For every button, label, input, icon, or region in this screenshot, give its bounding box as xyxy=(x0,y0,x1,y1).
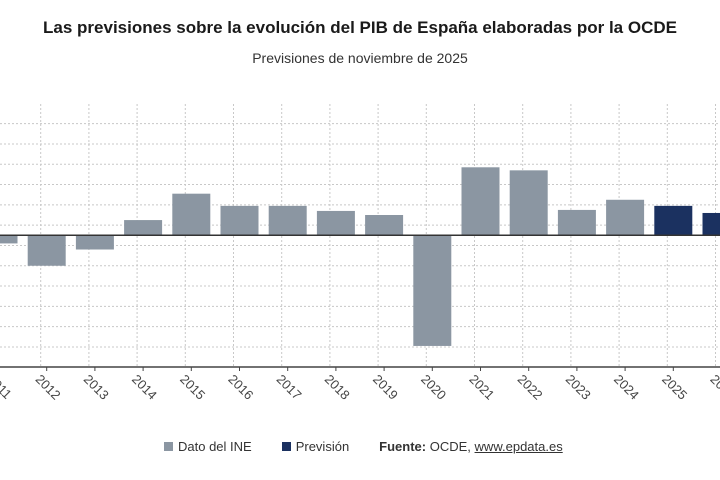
x-tick-label: 2014 xyxy=(129,372,160,403)
legend-label-forecast: Previsión xyxy=(295,439,350,454)
x-tick-label: 2012 xyxy=(33,372,64,403)
source-label: Fuente: xyxy=(379,439,427,454)
bar-2025 xyxy=(654,205,693,236)
x-tick-label: 2020 xyxy=(418,372,449,403)
x-tick-label: 2024 xyxy=(611,372,642,403)
legend: Dato del INE Previsión Fuente: OCDE, www… xyxy=(164,439,563,454)
bar-2020 xyxy=(413,235,452,346)
bar-2026 xyxy=(702,212,720,236)
bar-2014 xyxy=(124,220,163,236)
legend-swatch-forecast xyxy=(281,442,291,451)
x-tick-label: 2026 xyxy=(707,372,720,403)
x-tick-label: 2015 xyxy=(177,372,208,403)
bar-2013 xyxy=(75,235,114,250)
bar-2015 xyxy=(172,193,211,236)
legend-swatch-ine xyxy=(164,442,173,451)
x-tick-label: 2018 xyxy=(322,372,353,403)
source-link[interactable]: www.epdata.es xyxy=(474,439,563,454)
source-text: OCDE, xyxy=(429,439,471,454)
x-tick-label: 2025 xyxy=(659,372,690,403)
x-tick-label: 2019 xyxy=(370,372,401,403)
bar-2018 xyxy=(316,210,355,236)
bar-2019 xyxy=(365,215,404,236)
x-tick-label: 2013 xyxy=(81,372,112,403)
x-tick-label: 2016 xyxy=(225,372,256,403)
chart-subtitle: Previsiones de noviembre de 2025 xyxy=(252,50,468,66)
bar-2011 xyxy=(0,235,18,244)
bar-2016 xyxy=(220,205,259,236)
bar-2023 xyxy=(557,209,596,236)
x-tick-label: 2021 xyxy=(466,372,497,403)
x-tick-label: 2017 xyxy=(274,372,305,403)
legend-item-ine: Dato del INE xyxy=(164,439,252,454)
bar-2017 xyxy=(268,205,307,236)
x-tick-label: 2011 xyxy=(0,372,15,402)
chart-title: Las previsiones sobre la evolución del P… xyxy=(43,18,677,37)
x-tick-label: 2022 xyxy=(515,372,546,403)
x-tick-label: 2023 xyxy=(563,372,594,403)
source-note: Fuente: OCDE, www.epdata.es xyxy=(379,439,563,454)
bar-2022 xyxy=(509,170,548,236)
bar-2021 xyxy=(461,167,500,236)
bar-2012 xyxy=(27,235,66,266)
legend-label-ine: Dato del INE xyxy=(178,439,252,454)
legend-item-forecast: Previsión xyxy=(281,439,350,454)
bar-2024 xyxy=(606,199,645,236)
